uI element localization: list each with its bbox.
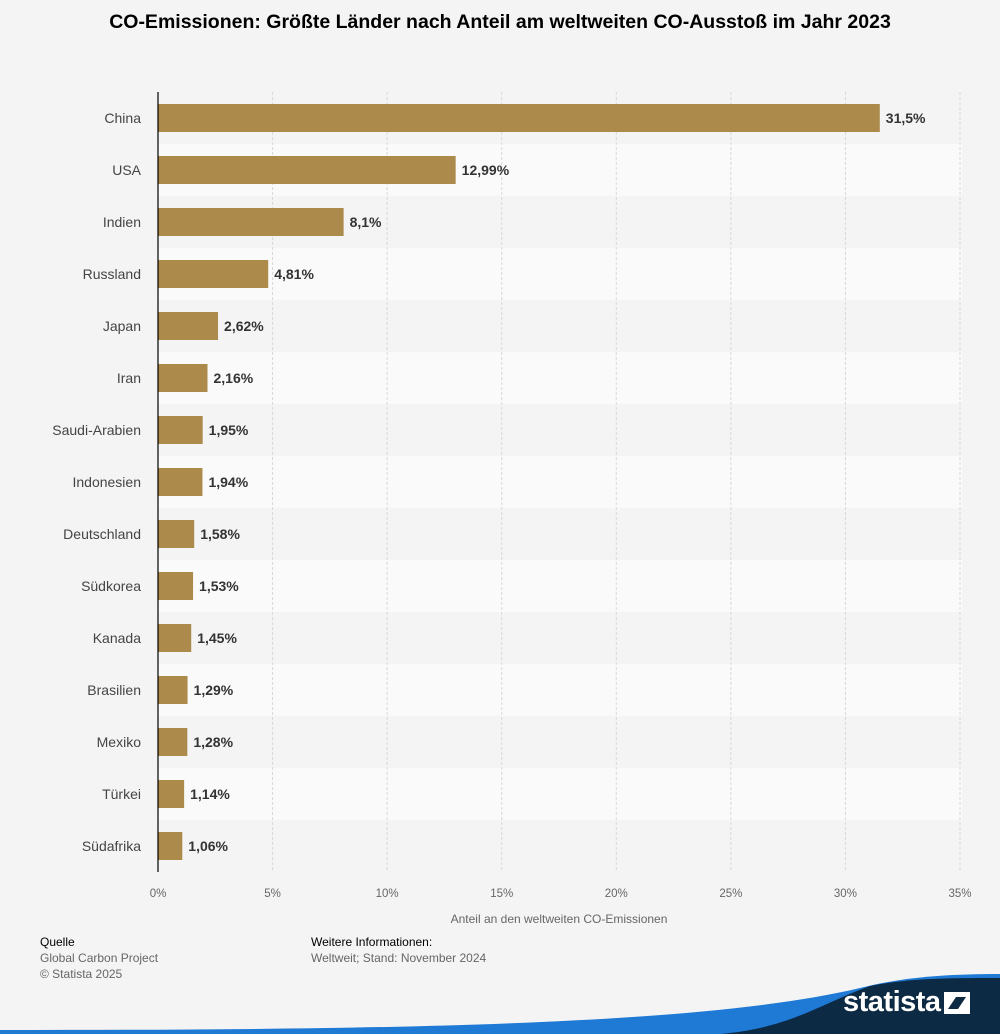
row-band	[158, 248, 962, 300]
value-label: 1,58%	[200, 526, 240, 542]
value-label: 4,81%	[274, 266, 314, 282]
bar	[158, 312, 219, 340]
category-label: Saudi-Arabien	[52, 422, 141, 438]
statista-logo: statista	[843, 986, 941, 1018]
brand-accent-wave	[0, 974, 1000, 1034]
row-band	[158, 560, 962, 612]
source-block: Quelle Global Carbon Project © Statista …	[40, 934, 158, 982]
value-label: 1,06%	[188, 838, 228, 854]
chart-title: CO-Emissionen: Größte Länder nach Anteil…	[109, 11, 891, 33]
category-label: Brasilien	[87, 682, 141, 698]
value-label: 1,14%	[190, 786, 230, 802]
bar	[158, 728, 188, 756]
value-label: 1,28%	[193, 734, 233, 750]
bar	[158, 156, 456, 184]
category-label: Kanada	[93, 630, 141, 646]
value-label: 1,53%	[199, 578, 239, 594]
row-band	[158, 664, 962, 716]
bar	[158, 416, 203, 444]
category-label: Indonesien	[72, 474, 141, 490]
statista-logo-icon	[944, 992, 970, 1014]
bar	[158, 832, 183, 860]
row-band	[158, 352, 962, 404]
bar	[158, 208, 344, 236]
x-tick-label: 10%	[376, 888, 399, 900]
value-label: 2,16%	[213, 370, 253, 386]
x-tick-label: 35%	[948, 888, 971, 900]
row-band	[158, 456, 962, 508]
value-label: 8,1%	[350, 214, 382, 230]
category-label: Mexiko	[97, 734, 142, 750]
bar-chart: China 31,5% USA 12,99% Indien 8,1% Russland 4,8…	[52, 92, 972, 926]
bar	[158, 520, 195, 548]
x-tick-label: 30%	[834, 888, 857, 900]
category-label: Japan	[103, 318, 141, 334]
bar	[158, 780, 185, 808]
info-block: Weitere Informationen: Weltweit; Stand: …	[311, 934, 486, 966]
info-text: Weltweit; Stand: November 2024	[311, 951, 487, 965]
category-label: Türkei	[102, 786, 141, 802]
x-axis-title: Anteil an den weltweiten CO-Emissionen	[451, 912, 668, 926]
x-tick-label: 15%	[490, 888, 513, 900]
x-tick-label: 25%	[719, 888, 742, 900]
bar	[158, 364, 208, 392]
bar	[158, 104, 880, 132]
category-label: Südafrika	[82, 838, 141, 854]
info-heading: Weitere Informationen:	[311, 935, 433, 949]
bar	[158, 468, 203, 496]
brand-band	[0, 974, 1000, 1034]
source-text: Global Carbon Project	[40, 951, 159, 965]
x-tick-label: 20%	[605, 888, 628, 900]
category-label: Südkorea	[81, 578, 141, 594]
category-label: Russland	[83, 266, 141, 282]
value-label: 1,94%	[208, 474, 248, 490]
category-label: USA	[112, 162, 141, 178]
value-label: 12,99%	[462, 162, 510, 178]
copyright-text: © Statista 2025	[40, 967, 123, 981]
category-label: Deutschland	[63, 526, 141, 542]
brand-dark-wave	[720, 978, 1000, 1034]
value-label: 31,5%	[886, 110, 926, 126]
value-label: 2,62%	[224, 318, 264, 334]
bar	[158, 676, 188, 704]
category-label: Indien	[103, 214, 141, 230]
bar	[158, 624, 192, 652]
row-band	[158, 768, 962, 820]
category-label: Iran	[117, 370, 141, 386]
bar	[158, 572, 194, 600]
value-label: 1,95%	[209, 422, 249, 438]
bar	[158, 260, 269, 288]
x-tick-label: 5%	[264, 888, 281, 900]
category-label: China	[104, 110, 141, 126]
value-label: 1,29%	[194, 682, 234, 698]
source-heading: Quelle	[40, 935, 75, 949]
x-tick-label: 0%	[150, 888, 167, 900]
value-label: 1,45%	[197, 630, 237, 646]
